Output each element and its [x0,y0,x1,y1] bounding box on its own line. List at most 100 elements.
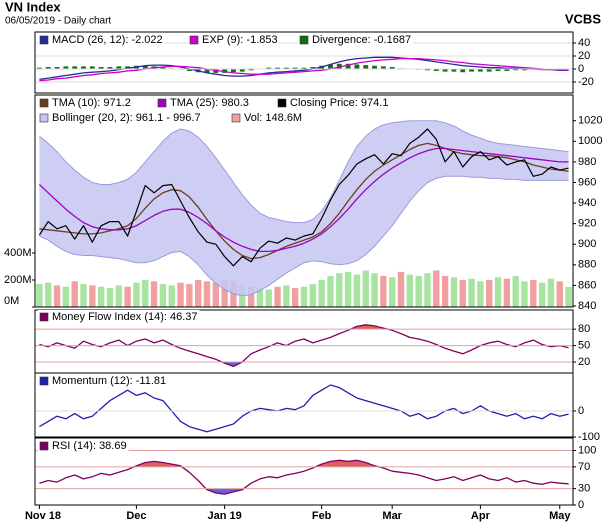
volume-bar [159,284,167,307]
volume-bar [221,279,228,307]
divergence-bar [310,67,316,69]
legend-background [38,439,129,453]
volume-bar [380,275,387,307]
volume-bar [106,288,114,307]
legend-background [38,111,203,125]
legend-label: Vol: 148.6M [244,112,302,124]
volume-bar [477,281,484,307]
legend-swatch [39,376,49,386]
legend-swatch [39,98,49,108]
volume-bar [406,274,414,307]
legend-swatch [277,98,287,108]
divergence-bar [160,67,166,69]
legend-background [276,96,391,110]
oversold-fill [222,362,243,367]
legend-swatch [39,312,49,322]
volume-bar [256,288,264,307]
legend-swatch [39,441,49,451]
divergence-bar [328,64,333,69]
volume-bar [556,281,563,307]
legend-swatch [39,113,49,123]
divergence-bar [142,65,148,69]
volume-bar [212,282,219,307]
legend-label: Closing Price: 974.1 [290,97,388,109]
chart-subtitle: 06/05/2019 - Daily chart [5,16,111,27]
divergence-bar [389,67,395,69]
volume-bar [177,282,184,307]
volume-bar [424,273,431,307]
y-tick-label: -20 [578,76,594,88]
y-tick-label: 920 [578,218,596,230]
divergence-bar [301,67,307,69]
legend-swatch [299,35,309,45]
series-line [39,56,569,81]
y2-tick-label: 400M [4,247,32,259]
volume-bar [336,273,343,307]
divergence-bar [372,65,377,69]
y-tick-label: 100 [578,444,596,456]
volume-bar [186,284,193,307]
legend-background [38,33,165,47]
divergence-bar [231,68,236,73]
legend-background [38,96,133,110]
source-label: VCBS [565,11,601,26]
legend-label: TMA (25): 980.3 [170,97,249,109]
y-tick-label: 0 [578,405,584,417]
y-tick-label: 1020 [578,115,602,127]
divergence-bar [266,67,272,69]
divergence-bar [380,66,386,69]
volume-bar [450,277,458,307]
volume-bar [565,286,572,307]
volume-bar [168,285,175,307]
divergence-bar [186,68,192,71]
divergence-bar [72,66,78,69]
y-tick-label: 960 [578,176,596,188]
volume-bar [247,286,255,307]
y-tick-label: 940 [578,197,596,209]
x-tick-label: Apr [471,510,491,522]
volume-bar [80,284,87,307]
series-line [39,384,569,433]
volume-bar [292,288,299,307]
divergence-bar [275,67,280,69]
bollinger-fill [39,120,569,296]
legend-background [188,33,280,47]
volume-bar [503,278,511,307]
bollinger-upper [39,120,569,224]
y-tick-label: 0 [578,63,584,75]
volume-bar [97,286,105,307]
y-tick-label: 40 [578,37,590,49]
volume-bar [468,278,475,307]
x-tick-label: Jan 19 [207,510,241,522]
legend-label: MACD (26, 12): -2.022 [52,34,163,46]
divergence-bar [54,67,60,69]
volume-bar [486,279,493,307]
volume-bar [521,281,528,307]
volume-bar [89,285,96,307]
y-tick-label: 860 [578,279,596,291]
divergence-bar [45,67,51,69]
volume-bar [397,271,405,307]
legend-background [156,96,251,110]
divergence-bar [425,68,430,71]
volume-bar [265,289,272,307]
volume-bar [362,270,369,307]
divergence-bar [204,68,210,73]
y-tick-label: 20 [578,356,590,368]
divergence-bar [222,68,228,73]
series-line [39,57,569,82]
volume-bar [150,281,158,307]
divergence-bar [477,68,483,72]
divergence-bar [451,68,457,72]
legend-swatch [189,35,199,45]
divergence-bar [107,67,113,69]
y-tick-label: 70 [578,461,590,473]
series-line [39,459,569,495]
y-tick-label: 50 [578,340,590,352]
volume-bar [300,286,308,307]
volume-bar [344,271,352,307]
divergence-bar [239,68,245,72]
volume-bar [530,279,537,307]
panel-frame [34,31,574,94]
